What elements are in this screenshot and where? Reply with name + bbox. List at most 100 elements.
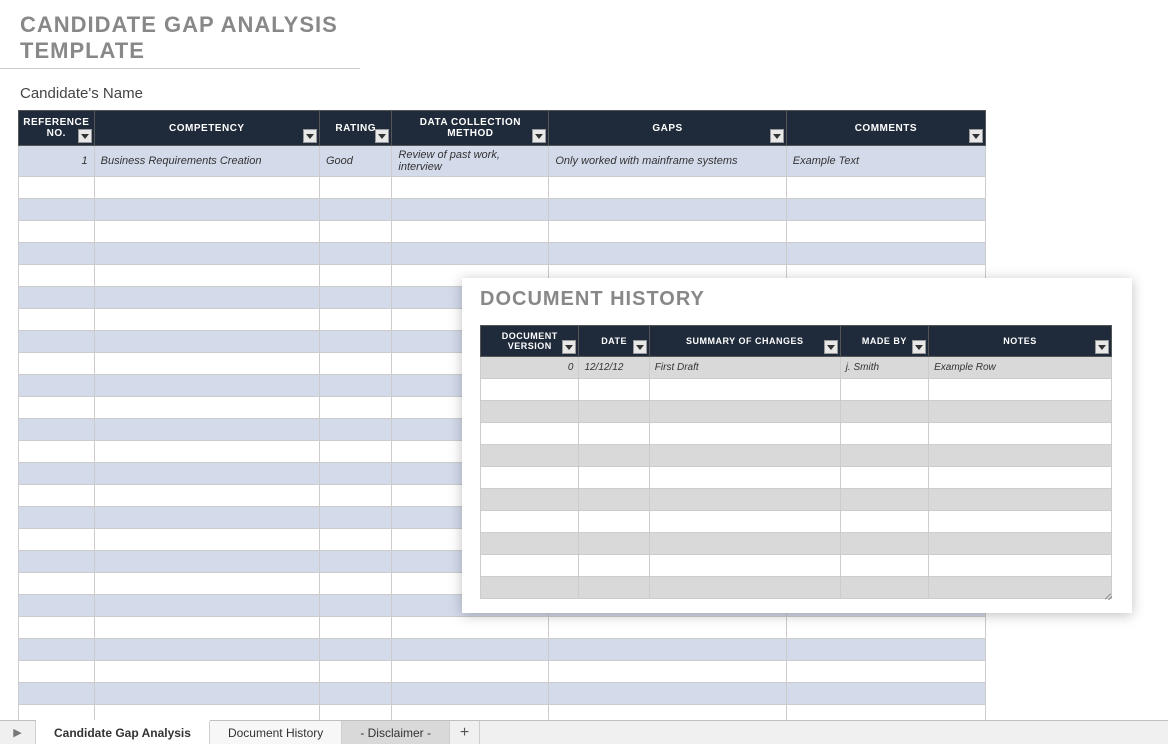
cell-reference-no[interactable]	[19, 177, 95, 199]
cell-document-version[interactable]	[481, 467, 579, 489]
cell-reference-no[interactable]	[19, 265, 95, 287]
cell-rating[interactable]	[319, 639, 391, 661]
table-row[interactable]	[481, 401, 1112, 423]
cell-made-by[interactable]	[840, 423, 928, 445]
cell-competency[interactable]	[94, 419, 319, 441]
cell-summary[interactable]: First Draft	[649, 357, 840, 379]
cell-document-version[interactable]	[481, 577, 579, 599]
cell-document-version[interactable]	[481, 379, 579, 401]
cell-method[interactable]	[392, 243, 549, 265]
cell-competency[interactable]	[94, 661, 319, 683]
cell-summary[interactable]	[649, 511, 840, 533]
cell-made-by[interactable]	[840, 401, 928, 423]
cell-made-by[interactable]	[840, 511, 928, 533]
cell-rating[interactable]	[319, 265, 391, 287]
cell-competency[interactable]	[94, 375, 319, 397]
cell-rating[interactable]	[319, 397, 391, 419]
table-row[interactable]	[481, 489, 1112, 511]
cell-method[interactable]: Review of past work, interview	[392, 146, 549, 177]
cell-reference-no[interactable]	[19, 529, 95, 551]
cell-competency[interactable]	[94, 177, 319, 199]
cell-notes[interactable]: Example Row	[929, 357, 1112, 379]
cell-notes[interactable]	[929, 577, 1112, 599]
cell-reference-no[interactable]	[19, 353, 95, 375]
cell-rating[interactable]	[319, 529, 391, 551]
cell-method[interactable]	[392, 221, 549, 243]
cell-rating[interactable]	[319, 683, 391, 705]
table-row[interactable]	[481, 445, 1112, 467]
filter-dropdown-icon[interactable]	[78, 129, 92, 143]
table-row[interactable]	[481, 577, 1112, 599]
cell-gaps[interactable]	[549, 617, 786, 639]
cell-reference-no[interactable]	[19, 595, 95, 617]
cell-reference-no[interactable]	[19, 661, 95, 683]
cell-competency[interactable]	[94, 441, 319, 463]
cell-rating[interactable]	[319, 177, 391, 199]
cell-reference-no[interactable]	[19, 221, 95, 243]
cell-comments[interactable]	[786, 199, 985, 221]
table-row[interactable]: 012/12/12First Draftj. SmithExample Row	[481, 357, 1112, 379]
filter-dropdown-icon[interactable]	[633, 340, 647, 354]
filter-dropdown-icon[interactable]	[375, 129, 389, 143]
table-row[interactable]	[481, 533, 1112, 555]
cell-rating[interactable]	[319, 485, 391, 507]
cell-competency[interactable]	[94, 485, 319, 507]
filter-dropdown-icon[interactable]	[770, 129, 784, 143]
table-row[interactable]	[19, 661, 986, 683]
cell-comments[interactable]	[786, 243, 985, 265]
cell-competency[interactable]: Business Requirements Creation	[94, 146, 319, 177]
cell-date[interactable]	[579, 533, 649, 555]
cell-document-version[interactable]: 0	[481, 357, 579, 379]
cell-notes[interactable]	[929, 445, 1112, 467]
cell-document-version[interactable]	[481, 511, 579, 533]
cell-reference-no[interactable]	[19, 309, 95, 331]
cell-rating[interactable]	[319, 507, 391, 529]
cell-rating[interactable]	[319, 243, 391, 265]
filter-dropdown-icon[interactable]	[532, 129, 546, 143]
cell-reference-no[interactable]	[19, 551, 95, 573]
cell-document-version[interactable]	[481, 423, 579, 445]
cell-summary[interactable]	[649, 577, 840, 599]
cell-document-version[interactable]	[481, 533, 579, 555]
cell-reference-no[interactable]	[19, 375, 95, 397]
cell-reference-no[interactable]	[19, 331, 95, 353]
cell-comments[interactable]	[786, 177, 985, 199]
cell-document-version[interactable]	[481, 445, 579, 467]
table-row[interactable]	[19, 221, 986, 243]
cell-rating[interactable]	[319, 573, 391, 595]
cell-method[interactable]	[392, 661, 549, 683]
cell-competency[interactable]	[94, 199, 319, 221]
filter-dropdown-icon[interactable]	[912, 340, 926, 354]
cell-rating[interactable]	[319, 661, 391, 683]
cell-rating[interactable]	[319, 221, 391, 243]
cell-date[interactable]	[579, 401, 649, 423]
cell-reference-no[interactable]	[19, 243, 95, 265]
table-row[interactable]	[19, 243, 986, 265]
sheet-tab[interactable]: Document History	[210, 721, 342, 744]
cell-summary[interactable]	[649, 423, 840, 445]
filter-dropdown-icon[interactable]	[824, 340, 838, 354]
cell-document-version[interactable]	[481, 489, 579, 511]
table-row[interactable]: 1Business Requirements CreationGoodRevie…	[19, 146, 986, 177]
cell-notes[interactable]	[929, 489, 1112, 511]
cell-date[interactable]	[579, 467, 649, 489]
table-row[interactable]	[19, 177, 986, 199]
cell-rating[interactable]: Good	[319, 146, 391, 177]
cell-competency[interactable]	[94, 309, 319, 331]
cell-summary[interactable]	[649, 445, 840, 467]
cell-summary[interactable]	[649, 555, 840, 577]
table-row[interactable]	[19, 683, 986, 705]
cell-rating[interactable]	[319, 287, 391, 309]
cell-competency[interactable]	[94, 507, 319, 529]
cell-rating[interactable]	[319, 375, 391, 397]
cell-method[interactable]	[392, 639, 549, 661]
cell-notes[interactable]	[929, 533, 1112, 555]
cell-reference-no[interactable]	[19, 441, 95, 463]
cell-notes[interactable]	[929, 555, 1112, 577]
cell-summary[interactable]	[649, 379, 840, 401]
cell-method[interactable]	[392, 617, 549, 639]
cell-reference-no[interactable]	[19, 287, 95, 309]
cell-competency[interactable]	[94, 397, 319, 419]
cell-rating[interactable]	[319, 419, 391, 441]
sheet-tab[interactable]: - Disclaimer -	[342, 721, 450, 744]
